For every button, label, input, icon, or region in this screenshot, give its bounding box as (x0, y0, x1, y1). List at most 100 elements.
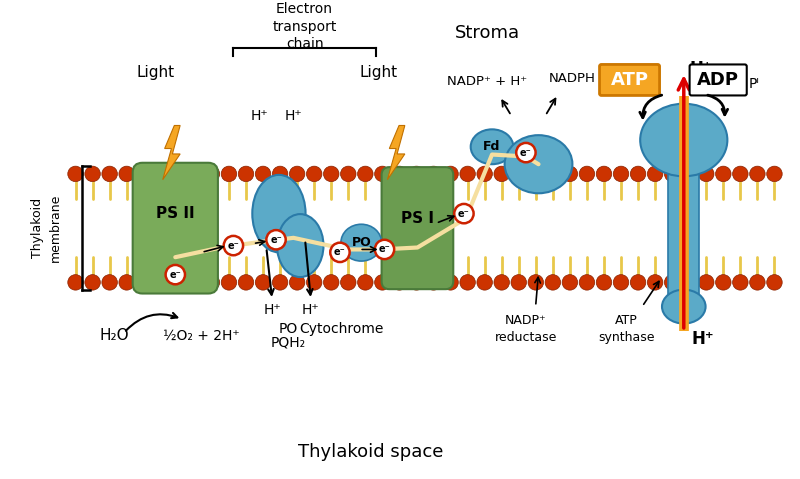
Polygon shape (387, 125, 405, 180)
Circle shape (528, 274, 543, 290)
Circle shape (222, 274, 237, 290)
FancyBboxPatch shape (599, 65, 659, 95)
Circle shape (119, 166, 134, 182)
Circle shape (494, 166, 510, 182)
Circle shape (596, 274, 612, 290)
Circle shape (204, 166, 220, 182)
Circle shape (477, 274, 493, 290)
Circle shape (330, 243, 350, 262)
Circle shape (187, 274, 202, 290)
Ellipse shape (277, 214, 323, 277)
Circle shape (290, 274, 305, 290)
Circle shape (306, 166, 322, 182)
Circle shape (516, 143, 535, 162)
Circle shape (528, 166, 543, 182)
Circle shape (682, 166, 697, 182)
Text: Fd: Fd (483, 140, 501, 153)
Circle shape (204, 274, 220, 290)
Circle shape (323, 274, 339, 290)
Text: e⁻: e⁻ (378, 244, 390, 254)
Circle shape (443, 166, 458, 182)
Text: PQH₂: PQH₂ (271, 335, 306, 350)
Circle shape (545, 274, 561, 290)
Circle shape (545, 166, 561, 182)
Circle shape (170, 166, 186, 182)
Circle shape (102, 166, 118, 182)
Circle shape (460, 166, 475, 182)
FancyBboxPatch shape (133, 163, 218, 294)
Text: PS I: PS I (401, 211, 434, 226)
Circle shape (715, 274, 731, 290)
Circle shape (596, 166, 612, 182)
Text: PS II: PS II (156, 206, 194, 221)
Circle shape (224, 236, 243, 255)
Ellipse shape (662, 290, 706, 323)
Circle shape (579, 166, 594, 182)
Circle shape (341, 166, 356, 182)
Circle shape (647, 274, 663, 290)
Circle shape (766, 274, 782, 290)
Bar (668, 164, 699, 302)
Ellipse shape (252, 175, 306, 252)
Text: e⁻: e⁻ (458, 209, 470, 218)
Text: NADPH: NADPH (549, 72, 596, 85)
Text: H⁺: H⁺ (690, 60, 713, 78)
Text: NADP⁺ + H⁺: NADP⁺ + H⁺ (447, 75, 527, 89)
Circle shape (136, 166, 151, 182)
Circle shape (715, 166, 731, 182)
Text: e⁻: e⁻ (334, 247, 346, 257)
Circle shape (698, 166, 714, 182)
Text: H⁺: H⁺ (250, 109, 268, 123)
Circle shape (630, 274, 646, 290)
Text: H₂O: H₂O (99, 328, 129, 343)
Circle shape (170, 274, 186, 290)
Ellipse shape (470, 129, 514, 164)
Circle shape (409, 166, 424, 182)
Circle shape (733, 166, 748, 182)
Circle shape (614, 166, 629, 182)
Circle shape (102, 274, 118, 290)
Circle shape (222, 166, 237, 182)
Text: Thylakoid space: Thylakoid space (298, 443, 444, 461)
Text: H⁺: H⁺ (263, 303, 281, 317)
Text: e⁻: e⁻ (270, 235, 282, 245)
Circle shape (374, 274, 390, 290)
Circle shape (238, 274, 254, 290)
Circle shape (647, 166, 663, 182)
Text: e⁻: e⁻ (520, 148, 532, 158)
Text: Stroma: Stroma (454, 24, 520, 43)
Circle shape (511, 274, 526, 290)
Text: ADP: ADP (697, 71, 738, 89)
Text: Light: Light (360, 65, 398, 80)
Ellipse shape (640, 103, 727, 176)
FancyBboxPatch shape (382, 167, 454, 289)
Text: Cytochrome: Cytochrome (300, 322, 384, 336)
Circle shape (306, 274, 322, 290)
Circle shape (272, 166, 288, 182)
Circle shape (698, 274, 714, 290)
Circle shape (358, 166, 373, 182)
Circle shape (750, 166, 765, 182)
Text: e⁻: e⁻ (227, 240, 239, 251)
Circle shape (238, 166, 254, 182)
Circle shape (562, 274, 578, 290)
Text: ATP: ATP (610, 71, 649, 89)
Circle shape (750, 274, 765, 290)
Circle shape (443, 274, 458, 290)
Circle shape (614, 274, 629, 290)
Circle shape (494, 274, 510, 290)
Text: PO: PO (279, 322, 298, 336)
Circle shape (454, 204, 474, 223)
Circle shape (375, 240, 394, 259)
Text: e⁻: e⁻ (170, 270, 181, 280)
Circle shape (136, 274, 151, 290)
Circle shape (392, 166, 407, 182)
Text: Pᴵ: Pᴵ (749, 77, 760, 91)
Circle shape (426, 274, 442, 290)
Circle shape (392, 274, 407, 290)
Circle shape (153, 274, 169, 290)
Circle shape (85, 166, 100, 182)
Circle shape (68, 274, 83, 290)
Circle shape (323, 166, 339, 182)
Circle shape (85, 274, 100, 290)
